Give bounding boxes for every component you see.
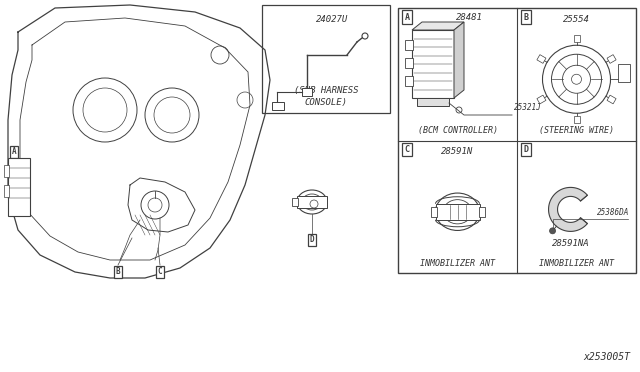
Bar (8, 158, 30, 216)
Bar (297, 196, 327, 208)
Text: 25386DA: 25386DA (596, 208, 629, 217)
Bar (292, 198, 298, 206)
Polygon shape (454, 22, 464, 98)
Text: (STEERING WIRE): (STEERING WIRE) (539, 126, 614, 135)
Text: INMOBILIZER ANT: INMOBILIZER ANT (420, 259, 495, 268)
Bar (4, 165, 9, 177)
Bar (573, 35, 579, 42)
Text: D: D (524, 145, 529, 154)
Text: 25321J: 25321J (514, 103, 541, 112)
Text: 24027U: 24027U (316, 15, 349, 23)
Bar (272, 102, 284, 110)
Bar (431, 207, 436, 217)
Circle shape (550, 228, 556, 234)
Text: A: A (12, 148, 16, 157)
Text: (SUB HARNESS: (SUB HARNESS (294, 87, 358, 96)
Text: 28591N: 28591N (442, 147, 474, 156)
Bar (537, 95, 546, 104)
Text: 28481: 28481 (456, 13, 483, 22)
Text: B: B (116, 267, 120, 276)
Bar (537, 55, 546, 63)
Polygon shape (412, 22, 464, 30)
Text: CONSOLE): CONSOLE) (305, 99, 348, 108)
Bar (607, 95, 616, 104)
Bar (398, 8, 636, 273)
Bar (405, 76, 413, 86)
Bar (573, 116, 579, 123)
Text: INMOBILIZER ANT: INMOBILIZER ANT (539, 259, 614, 268)
Text: D: D (310, 235, 314, 244)
Text: 28591NA: 28591NA (552, 240, 589, 248)
Bar (405, 58, 413, 68)
Bar (262, 5, 390, 113)
Text: A: A (404, 13, 410, 22)
Polygon shape (548, 187, 588, 231)
Bar (435, 204, 479, 220)
Bar (479, 207, 484, 217)
Text: (BCM CONTROLLER): (BCM CONTROLLER) (417, 126, 497, 135)
Bar (4, 185, 9, 197)
Bar (412, 30, 454, 98)
Text: 25554: 25554 (563, 15, 590, 23)
Text: C: C (404, 145, 410, 154)
Bar (417, 98, 449, 106)
Text: x253005T: x253005T (583, 352, 630, 362)
Bar (607, 55, 616, 63)
Bar (302, 88, 312, 96)
Text: C: C (157, 267, 163, 276)
Text: B: B (524, 13, 529, 22)
Bar (618, 64, 630, 82)
Bar (405, 40, 413, 50)
